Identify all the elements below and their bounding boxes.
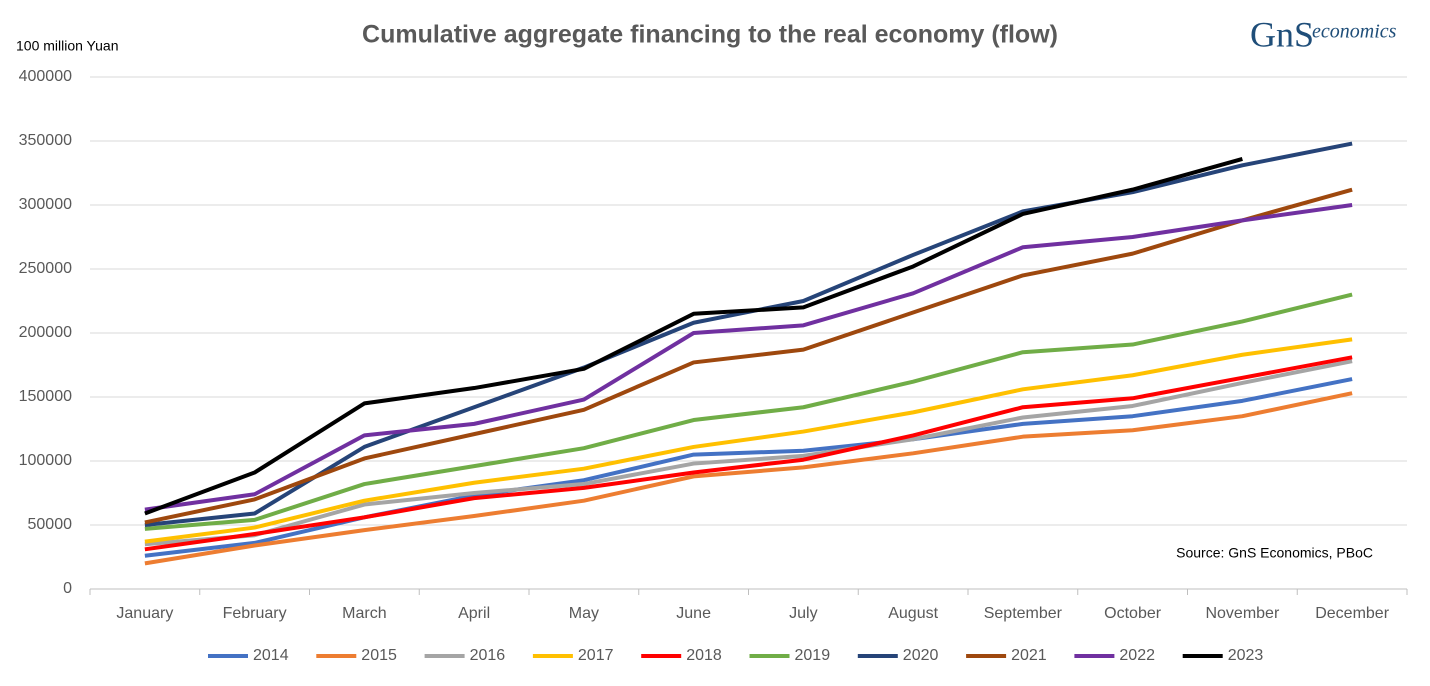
- x-tick-label: September: [984, 605, 1063, 622]
- y-tick-label: 200000: [19, 324, 72, 341]
- x-tick-label: August: [888, 605, 938, 622]
- series-line: [144, 355, 1353, 552]
- series-line: [144, 359, 1353, 547]
- annotation: Source: GnS Economics, PBoC: [1176, 545, 1373, 561]
- series-line: [144, 391, 1353, 566]
- legend-label: 2018: [686, 647, 722, 664]
- y-tick-label: 350000: [19, 132, 72, 149]
- y-tick-label: 50000: [28, 516, 73, 533]
- x-tick-label: October: [1104, 605, 1162, 622]
- y-axis-label: 100 million Yuan: [16, 38, 118, 54]
- y-tick-label: 250000: [19, 260, 72, 277]
- legend-label: 2014: [253, 647, 289, 664]
- x-tick-label: March: [342, 605, 386, 622]
- y-tick-label: 100000: [19, 452, 72, 469]
- x-tick-label: February: [223, 605, 287, 622]
- series-line: [144, 203, 1353, 512]
- legend-label: 2015: [361, 647, 397, 664]
- chart-title: Cumulative aggregate financing to the re…: [362, 21, 1058, 49]
- series-line: [144, 337, 1353, 544]
- y-tick-label: 400000: [19, 68, 72, 85]
- legend-label: 2019: [795, 647, 831, 664]
- x-tick-label: May: [569, 605, 599, 622]
- legend-label: 2017: [578, 647, 614, 664]
- x-tick-label: January: [116, 605, 173, 622]
- series-line: [144, 187, 1353, 525]
- legend-label: 2022: [1119, 647, 1155, 664]
- y-tick-label: 0: [63, 580, 72, 597]
- x-tick-label: June: [676, 605, 711, 622]
- y-tick-label: 300000: [19, 196, 72, 213]
- logo-mark: GnS: [1250, 14, 1314, 54]
- x-tick-label: July: [789, 605, 817, 622]
- x-tick-label: November: [1205, 605, 1279, 622]
- legend-label: 2020: [903, 647, 939, 664]
- x-tick-label: April: [458, 605, 490, 622]
- legend-label: 2021: [1011, 647, 1047, 664]
- series-line: [144, 292, 1353, 531]
- legend-label: 2016: [470, 647, 506, 664]
- logo-text: economics: [1312, 21, 1397, 43]
- legend-label: 2023: [1228, 647, 1264, 664]
- series-line: [144, 156, 1243, 516]
- y-tick-label: 150000: [19, 388, 72, 405]
- x-tick-label: December: [1315, 605, 1389, 622]
